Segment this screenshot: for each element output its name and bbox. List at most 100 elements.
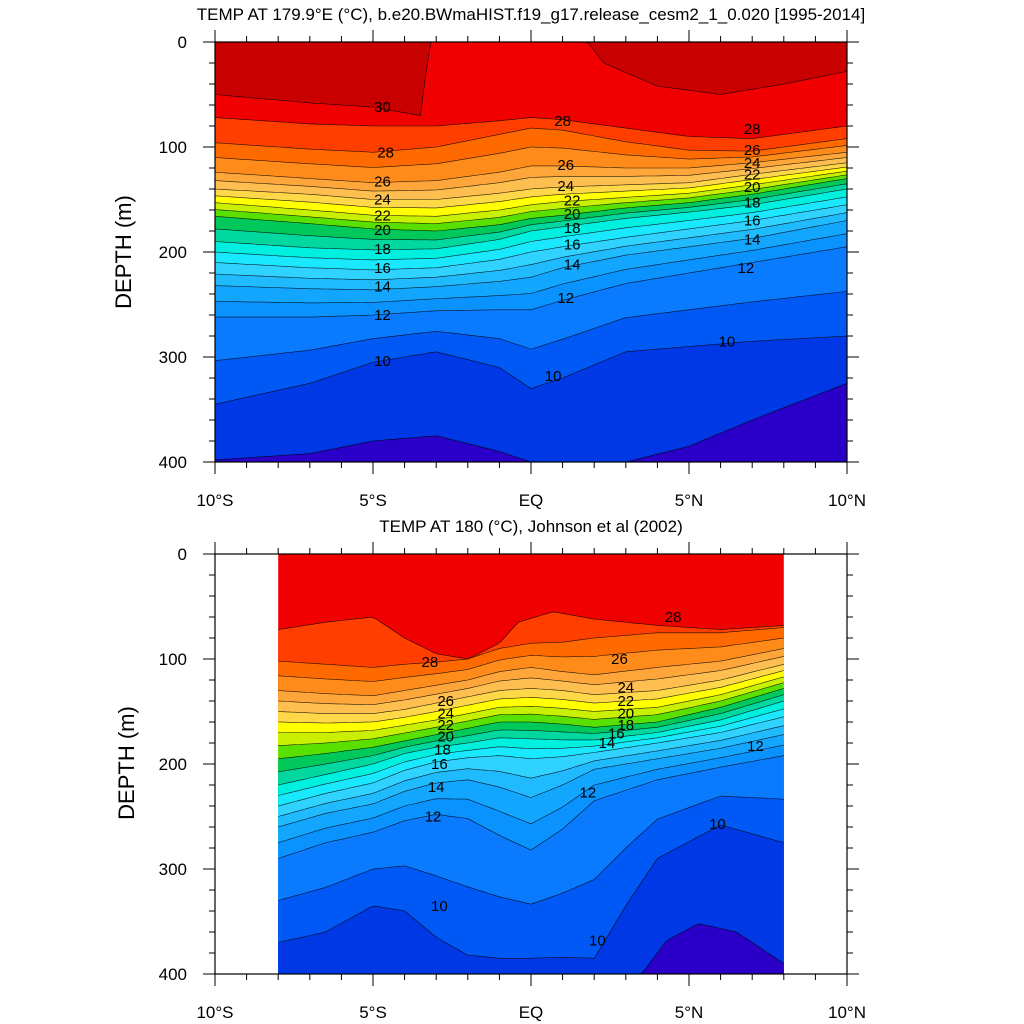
- isotherm-13: [215, 233, 848, 304]
- contour-label-12: 12: [580, 784, 597, 801]
- panel-1: 3028262422201816141210282624222018161412…: [159, 30, 866, 510]
- x-tick-label: 10°N: [828, 1003, 866, 1022]
- isotherm-27: [278, 637, 784, 682]
- contour-label-10: 10: [719, 333, 736, 350]
- contour-label-10: 10: [374, 353, 391, 370]
- y-tick-label: 0: [178, 33, 187, 52]
- contour-label-28: 28: [422, 654, 439, 671]
- contour-label-10: 10: [709, 816, 726, 833]
- contour-label-16: 16: [564, 237, 581, 254]
- contour-label-10: 10: [431, 898, 448, 915]
- y-tick-label: 0: [178, 545, 187, 564]
- contour-label-24: 24: [617, 679, 634, 696]
- contour-label-12: 12: [374, 307, 391, 324]
- x-tick-label: 5°S: [359, 1003, 387, 1022]
- isotherm-22: [214, 170, 848, 217]
- x-tick-label: EQ: [519, 1003, 544, 1022]
- contour-label-12: 12: [747, 738, 764, 755]
- panel2-title: TEMP AT 180 (°C), Johnson et al (2002): [379, 517, 683, 536]
- y-tick-label: 100: [159, 650, 187, 669]
- y-tick-label: 400: [159, 965, 187, 984]
- isotherm-18: [278, 700, 784, 786]
- isotherm-15: [278, 725, 784, 817]
- isotherm-24: [214, 162, 848, 200]
- isotherm-24: [278, 664, 784, 714]
- y-tick-label: 200: [159, 755, 187, 774]
- isotherm-21: [278, 682, 784, 746]
- contour-label-18: 18: [617, 717, 634, 734]
- isotherm-25: [278, 656, 784, 705]
- contour-label-18: 18: [374, 241, 391, 258]
- panel2-ylabel: DEPTH (m): [114, 706, 139, 820]
- temperature-band-9: [215, 383, 847, 462]
- x-tick-label: 5°S: [359, 491, 387, 510]
- isotherm-10: [278, 824, 784, 959]
- contour-label-22: 22: [374, 207, 391, 224]
- isotherm-23: [214, 166, 848, 209]
- y-tick-label: 100: [159, 138, 187, 157]
- temperature-band-9: [278, 923, 784, 974]
- contour-label-14: 14: [374, 279, 391, 296]
- contour-label-28: 28: [744, 121, 761, 138]
- y-tick-label: 400: [159, 453, 187, 472]
- panel-2: 2826242220181614121026242220181614121028…: [159, 542, 866, 1022]
- contour-label-22: 22: [617, 693, 634, 710]
- isotherm-29: [214, 117, 848, 139]
- y-tick-label: 200: [159, 243, 187, 262]
- contour-label-10: 10: [545, 368, 562, 385]
- contour-label-14: 14: [598, 735, 615, 752]
- contour-label-12: 12: [738, 260, 755, 277]
- isotherm-11: [214, 291, 848, 361]
- x-tick-label: 5°N: [675, 491, 704, 510]
- contour-label-20: 20: [437, 729, 454, 746]
- isotherm-19: [214, 183, 848, 241]
- panel1-title: TEMP AT 179.9°E (°C), b.e20.BWmaHIST.f19…: [197, 5, 865, 24]
- isotherm-12: [215, 246, 848, 318]
- isotherm-17: [214, 196, 848, 261]
- contour-label-10: 10: [589, 932, 606, 949]
- contour-label-24: 24: [557, 178, 574, 195]
- contour-label-14: 14: [744, 231, 761, 248]
- x-tick-label: EQ: [519, 491, 544, 510]
- contour-label-14: 14: [564, 257, 581, 274]
- contour-label-26: 26: [374, 174, 391, 191]
- contour-label-16: 16: [744, 213, 761, 230]
- isotherm-23: [278, 670, 784, 724]
- x-tick-label: 10°N: [828, 491, 866, 510]
- contour-label-24: 24: [374, 192, 391, 209]
- isotherm-28: [278, 627, 784, 668]
- isotherm-10: [214, 335, 848, 405]
- x-tick-label: 5°N: [675, 1003, 704, 1022]
- contour-label-26: 26: [557, 157, 574, 174]
- x-tick-label: 10°S: [196, 1003, 233, 1022]
- isotherm-21: [214, 174, 848, 225]
- isotherm-20: [278, 688, 784, 760]
- isotherm-18: [214, 188, 848, 251]
- temperature-band-10: [215, 336, 847, 462]
- contour-label-22: 22: [744, 166, 761, 183]
- contour-label-22: 22: [437, 717, 454, 734]
- contour-label-28: 28: [377, 144, 394, 161]
- isotherm-28: [214, 127, 848, 153]
- contour-label-26: 26: [437, 693, 454, 710]
- isotherm-20: [214, 178, 848, 232]
- contour-label-20: 20: [617, 706, 634, 723]
- contour-label-26: 26: [611, 651, 628, 668]
- isotherm-26: [278, 648, 784, 697]
- isotherm-15: [214, 212, 848, 281]
- contour-label-20: 20: [744, 179, 761, 196]
- isotherm-27: [214, 145, 848, 168]
- contour-label-18: 18: [564, 220, 581, 237]
- y-tick-label: 300: [159, 348, 187, 367]
- contour-label-18: 18: [744, 195, 761, 212]
- isotherm-25: [214, 157, 848, 192]
- isotherm-22: [278, 676, 784, 733]
- contour-label-16: 16: [431, 756, 448, 773]
- x-tick-label: 10°S: [196, 491, 233, 510]
- isotherm-11: [278, 795, 784, 905]
- isotherm-19: [278, 694, 784, 773]
- contour-label-24: 24: [437, 706, 454, 723]
- temperature-band-10: [278, 824, 784, 974]
- contour-label-20: 20: [374, 222, 391, 239]
- isotherm-14: [278, 734, 784, 828]
